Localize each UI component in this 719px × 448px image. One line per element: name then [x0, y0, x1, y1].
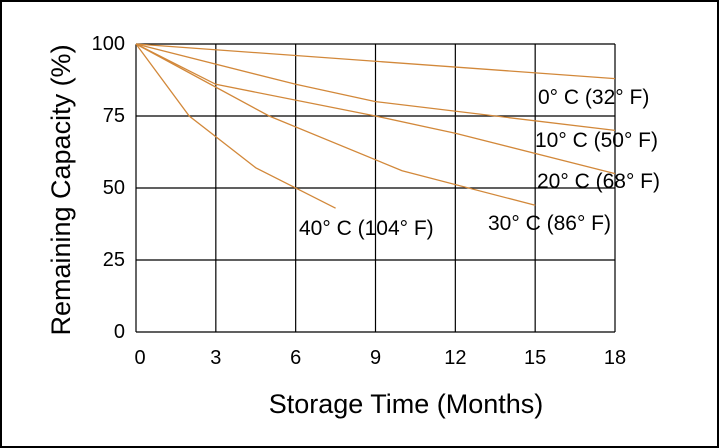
y-tick-label: 100 — [92, 33, 125, 55]
y-tick-label: 25 — [103, 249, 125, 271]
y-tick-label: 0 — [114, 321, 125, 343]
grid — [135, 43, 616, 333]
series-lines — [135, 43, 616, 209]
y-tick-labels: 0 25 50 75 100 — [92, 33, 125, 343]
x-tick-label: 0 — [134, 347, 145, 369]
y-axis-title: Remaining Capacity (%) — [46, 44, 76, 335]
y-tick-label: 50 — [103, 177, 125, 199]
series-label: 30° C (86° F) — [488, 212, 611, 235]
series-label: 10° C (50° F) — [535, 129, 658, 152]
series-line — [135, 43, 336, 209]
series-line — [135, 43, 616, 132]
series-label: 20° C (68° F) — [537, 170, 660, 193]
x-tick-label: 9 — [370, 347, 381, 369]
series-label: 0° C (32° F) — [538, 86, 649, 109]
series-line — [135, 43, 616, 80]
x-tick-label: 12 — [444, 347, 466, 369]
series-labels: 0° C (32° F) 10° C (50° F) 20° C (68° F) 30… — [299, 86, 660, 240]
series-line — [135, 43, 536, 206]
y-tick-label: 75 — [103, 105, 125, 127]
series-label: 40° C (104° F) — [299, 217, 434, 240]
x-tick-label: 15 — [524, 347, 546, 369]
series-line — [135, 43, 616, 175]
x-tick-label: 18 — [604, 347, 626, 369]
x-tick-labels: 0 3 6 9 12 15 18 — [134, 347, 626, 369]
x-tick-label: 3 — [210, 347, 221, 369]
x-axis-title: Storage Time (Months) — [269, 389, 544, 419]
x-tick-label: 6 — [290, 347, 301, 369]
